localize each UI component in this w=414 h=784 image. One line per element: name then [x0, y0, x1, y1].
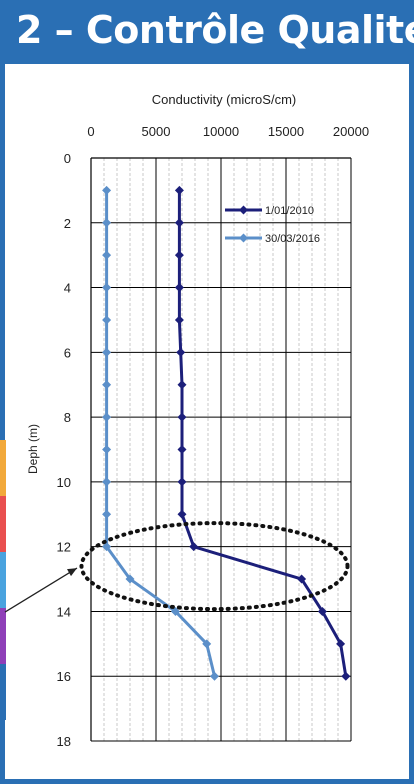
legend-swatch-marker [239, 205, 248, 215]
y-tick-labels: 0 2 4 6 8 10 12 14 16 18 [57, 151, 71, 749]
series-line-2 [105, 190, 216, 677]
chart-series [102, 185, 351, 681]
highlight-ellipse [79, 521, 350, 612]
data-point-marker [102, 445, 112, 454]
y-tick-label: 8 [64, 410, 71, 425]
data-point-marker [102, 218, 112, 228]
data-point-marker [317, 606, 327, 616]
data-point-marker [102, 347, 112, 357]
data-point-marker [177, 477, 187, 487]
y-tick-label: 2 [64, 216, 71, 231]
side-strip-segment [0, 608, 6, 664]
chart-annotations [4, 521, 350, 613]
data-point-marker [102, 380, 112, 390]
data-point-marker [189, 542, 199, 552]
data-point-marker [210, 671, 219, 681]
data-point-marker [341, 671, 351, 681]
chart-grid [90, 157, 352, 742]
data-point-marker [102, 315, 112, 325]
y-tick-label: 18 [57, 734, 71, 749]
data-point-marker [102, 477, 112, 487]
data-point-marker [177, 412, 187, 422]
data-point-marker [177, 380, 187, 390]
page-title: 2 – Contrôle Qualité [16, 8, 414, 52]
data-point-marker [174, 185, 184, 195]
data-point-marker [102, 542, 112, 552]
y-tick-label: 6 [64, 345, 71, 360]
annotation-arrowhead [67, 568, 77, 577]
side-strip-segment [0, 552, 6, 608]
side-strip-segment [0, 664, 6, 720]
legend-label: 30/03/2016 [265, 233, 320, 245]
chart-axes [90, 157, 351, 741]
legend-label: 1/01/2010 [265, 205, 314, 217]
y-tick-label: 4 [64, 281, 71, 296]
data-point-marker [202, 639, 212, 649]
x-tick-labels: 0 5000 10000 15000 20000 [87, 124, 369, 139]
x-tick-label: 10000 [203, 124, 239, 139]
data-point-marker [171, 606, 180, 616]
header-banner: 2 – Contrôle Qualité [0, 0, 414, 64]
data-point-marker [336, 639, 346, 649]
data-point-marker [174, 218, 184, 228]
x-tick-label: 0 [87, 124, 94, 139]
y-tick-label: 16 [57, 669, 71, 684]
y-tick-label: 0 [64, 151, 71, 166]
x-tick-label: 20000 [333, 124, 369, 139]
annotation-arrow [4, 567, 78, 613]
data-point-marker [176, 347, 186, 357]
data-point-marker [102, 509, 112, 519]
y-tick-label: 12 [57, 540, 71, 555]
x-tick-label: 5000 [142, 124, 171, 139]
y-axis-label: Deph (m) [26, 424, 40, 474]
series-line-1 [177, 190, 348, 677]
data-point-marker [297, 574, 307, 584]
y-tick-label: 14 [57, 604, 71, 619]
data-point-marker [102, 283, 112, 293]
data-point-marker [125, 574, 135, 584]
data-point-marker [177, 509, 187, 519]
legend-swatch-marker [239, 233, 248, 243]
data-point-marker [174, 283, 184, 293]
side-strip-segment [0, 496, 6, 552]
data-point-marker [174, 315, 184, 325]
side-strip-segment [0, 440, 6, 496]
data-point-marker [174, 250, 184, 260]
data-point-marker [102, 185, 112, 195]
y-tick-label: 10 [57, 475, 71, 490]
data-point-marker [102, 250, 112, 260]
x-tick-label: 15000 [268, 124, 304, 139]
chart-legend: 1/01/2010 30/03/2016 [225, 205, 320, 245]
data-point-marker [102, 412, 112, 422]
x-axis-label: Conductivity (microS/cm) [152, 92, 296, 107]
data-point-marker [177, 445, 187, 454]
